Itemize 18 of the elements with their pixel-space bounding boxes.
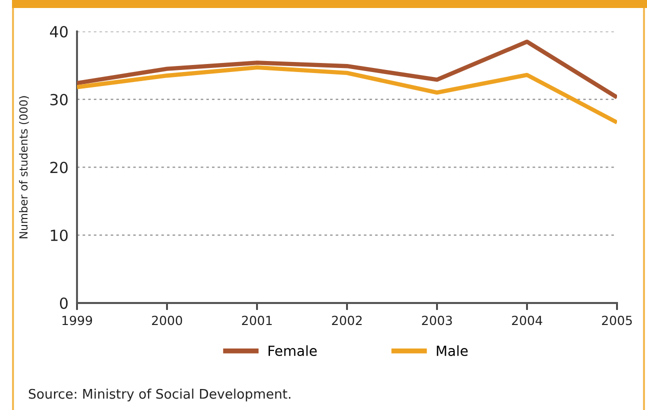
x-tick-label: 2002 — [332, 316, 362, 326]
y-tick-label: 0 — [60, 297, 68, 310]
source-note: Source: Ministry of Social Development. — [28, 388, 290, 402]
line-series — [77, 40, 617, 100]
x-tick-label: 1999 — [62, 316, 92, 326]
legend-label: Female — [268, 345, 317, 356]
x-tick-label: 2005 — [602, 316, 632, 326]
y-tick-label: 10 — [50, 230, 68, 242]
y-tick-label: 30 — [50, 94, 68, 106]
x-tick-label: 2000 — [152, 316, 182, 326]
x-tick-label: 2004 — [512, 316, 542, 326]
y-tick-label: 40 — [50, 26, 68, 38]
legend-label: Male — [436, 345, 468, 356]
x-tick-label: 2003 — [422, 316, 452, 326]
x-tick-label: 2001 — [242, 316, 272, 326]
y-axis-title: Number of students (000) — [19, 96, 29, 238]
line-series — [77, 65, 617, 125]
y-tick-label: 20 — [50, 162, 68, 174]
